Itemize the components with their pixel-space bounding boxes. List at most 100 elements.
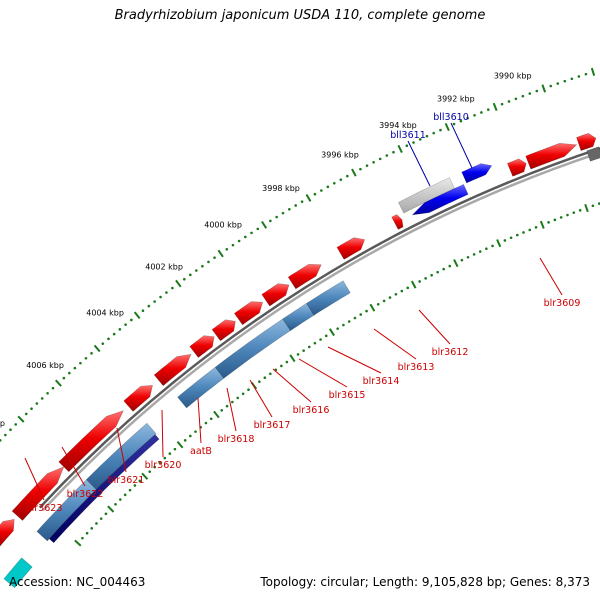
minor-tick (378, 157, 382, 161)
minor-tick (382, 299, 386, 303)
minor-tick (40, 397, 44, 400)
gene-leader-line (249, 379, 273, 418)
minor-tick (418, 280, 421, 283)
minor-tick (365, 309, 368, 313)
gene-leader-line (298, 358, 348, 388)
minor-tick (376, 302, 380, 306)
minor-tick (101, 342, 105, 345)
major-tick (141, 472, 149, 480)
gene-label-blr3621: blr3621 (108, 475, 145, 486)
minor-tick (353, 316, 357, 320)
minor-tick (209, 417, 213, 421)
gene-leader-line (272, 368, 312, 403)
minor-tick (46, 391, 49, 395)
gene-leader-line (161, 409, 164, 458)
forward-gene-5 (123, 384, 153, 412)
grey-gene-edge (586, 146, 600, 162)
minor-tick (346, 174, 349, 178)
minor-tick (553, 218, 557, 222)
minor-tick (183, 277, 186, 281)
minor-tick (424, 277, 427, 280)
forward-gene-10 (261, 283, 290, 307)
forward-gene-12 (336, 237, 366, 260)
gene-leader-line (197, 397, 202, 444)
major-tick (444, 122, 450, 132)
minor-tick (503, 239, 507, 242)
minor-tick (430, 273, 433, 277)
minor-tick (324, 334, 328, 338)
major-tick (93, 344, 101, 353)
minor-tick (313, 192, 317, 196)
minor-tick (159, 295, 162, 299)
minor-tick (466, 255, 470, 259)
outer-tick-ring (0, 67, 596, 442)
major-tick (261, 220, 268, 229)
major-tick (397, 144, 403, 153)
minor-tick (163, 456, 167, 460)
minor-tick (448, 264, 452, 268)
minor-tick (141, 309, 145, 312)
minor-tick (296, 353, 300, 356)
minor-tick (114, 502, 117, 506)
major-tick (289, 354, 296, 363)
minor-tick (85, 531, 89, 535)
minor-tick (347, 320, 351, 323)
minor-tick (285, 360, 289, 364)
minor-tick (281, 211, 285, 215)
minor-tick (528, 228, 532, 232)
minor-tick (220, 409, 224, 412)
features-layer (0, 132, 600, 589)
accession-text: Accession: NC_004463 (9, 575, 146, 589)
minor-tick (118, 328, 122, 331)
major-tick (175, 279, 182, 288)
gene-leader-line (539, 257, 563, 296)
minor-tick (250, 231, 253, 235)
minor-tick (0, 439, 2, 442)
major-tick (351, 168, 357, 177)
minor-tick (591, 204, 595, 208)
minor-tick (326, 185, 330, 189)
gene-label-blr3617: blr3617 (254, 420, 291, 431)
minor-tick (4, 433, 7, 437)
minor-tick (313, 341, 317, 345)
minor-tick (79, 361, 82, 365)
gene-label-blr3620: blr3620 (145, 460, 182, 471)
gene-label-blr3618: blr3618 (218, 434, 255, 445)
minor-tick (333, 181, 336, 185)
minor-tick (549, 84, 553, 88)
minor-tick (128, 488, 132, 492)
minor-tick (392, 150, 395, 154)
minor-tick (269, 372, 272, 376)
minor-tick (442, 267, 445, 271)
minor-tick (119, 498, 122, 501)
minor-tick (514, 97, 518, 101)
reverse-gene-bll3610 (461, 163, 493, 184)
minor-tick (263, 376, 267, 379)
minor-tick (547, 221, 550, 224)
major-tick (107, 505, 115, 513)
gene-leader-line (373, 328, 417, 360)
major-tick (328, 328, 335, 337)
kbp-label: 4000 kbp (204, 221, 242, 230)
minor-tick (584, 72, 588, 76)
major-tick (217, 249, 224, 258)
minor-tick (225, 247, 229, 251)
forward-gene-4 (58, 410, 124, 473)
minor-tick (294, 204, 297, 207)
minor-tick (522, 231, 525, 234)
major-tick (369, 303, 376, 312)
gene-leader-line (407, 140, 431, 187)
gene-leader-line (450, 122, 473, 169)
minor-tick (73, 366, 77, 370)
minor-tick (236, 396, 240, 400)
major-tick (133, 311, 141, 320)
kbp-label: 4006 kbp (26, 361, 64, 370)
minor-tick (30, 407, 33, 411)
major-tick (584, 203, 589, 213)
kbp-label: 3996 kbp (321, 150, 359, 159)
minor-tick (425, 134, 429, 138)
minor-tick (336, 327, 339, 330)
major-tick (539, 220, 545, 229)
minor-tick (528, 92, 532, 95)
